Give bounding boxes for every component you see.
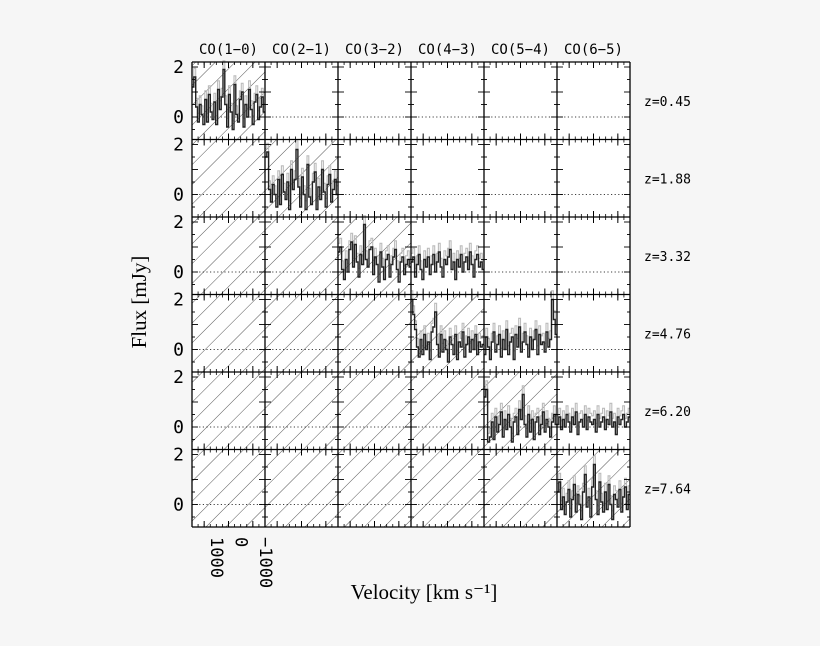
hatched-region [265,449,338,527]
hatched-region [338,294,411,372]
column-title: CO(3−2) [345,42,404,58]
x-axis-label: Velocity [km s⁻¹] [351,580,498,604]
row-redshift-label: z=3.32 [644,250,691,265]
hatched-region [411,372,484,450]
panel-background [484,217,557,295]
row-redshift-label: z=4.76 [644,327,691,342]
hatched-region [338,449,411,527]
panel-background [411,62,484,140]
spectrum-4 [411,298,484,363]
column-title: CO(1−0) [199,42,258,58]
y-tick-label: 0 [173,495,184,516]
panel-background [557,139,630,217]
frame-layer [191,61,631,528]
hatched-region [265,217,338,295]
hatched-region [192,294,265,372]
y-tick-label: 0 [173,107,184,128]
y-tick-label: 0 [173,185,184,206]
x-tick-label: 1000 [206,537,226,578]
spectrum-5 [484,298,557,361]
column-title: CO(6−5) [564,42,623,58]
spectrum-7 [557,411,630,436]
panel-background [557,217,630,295]
row-redshift-label: z=7.64 [644,482,691,497]
spectrum-model-7 [557,402,630,427]
y-tick-label: 2 [173,290,184,311]
y-tick-label: 2 [173,445,184,466]
row-redshift-label: z=1.88 [644,172,691,187]
panel-background [484,62,557,140]
column-title: CO(2−1) [272,42,331,58]
spectrum-8 [557,463,630,521]
spectrum-3 [411,248,484,281]
row-redshift-label: z=0.45 [644,95,691,110]
column-title: CO(4−3) [418,42,477,58]
hatched-region [192,449,265,527]
panel-background [411,139,484,217]
hatched-region [411,449,484,527]
series-layer [192,60,630,521]
y-tick-label: 2 [173,135,184,156]
y-tick-label: 0 [173,340,184,361]
y-tick-label: 2 [173,57,184,78]
y-tick-label: 0 [173,417,184,438]
panel-background [557,62,630,140]
hatched-region [192,139,265,217]
labels-layer: CO(1−0) CO(2−1) CO(3−2) CO(4−3) CO(5−4) CO(6−… [173,42,691,588]
panel-background [484,139,557,217]
x-tick-label: 0 [231,537,251,547]
row-redshift-label: z=6.20 [644,405,691,420]
y-tick-label: 0 [173,262,184,283]
spectrum-2 [338,223,411,283]
spectrum-0 [192,68,265,131]
hatched-region [484,449,557,527]
y-tick-label: 2 [173,367,184,388]
hatched-region [192,217,265,295]
hatched-region [338,372,411,450]
spectrum-6 [484,388,557,443]
x-tick-label: −1000 [255,537,275,588]
spectrum-1 [265,148,338,211]
panel-background [338,139,411,217]
hatched-region [265,372,338,450]
y-axis-label: Flux [mJy] [127,256,151,349]
panel-background [338,62,411,140]
hatched-region [265,294,338,372]
panel-background [265,62,338,140]
hatched-region [192,372,265,450]
y-tick-label: 2 [173,212,184,233]
panel-background [557,294,630,372]
column-title: CO(5−4) [491,42,550,58]
